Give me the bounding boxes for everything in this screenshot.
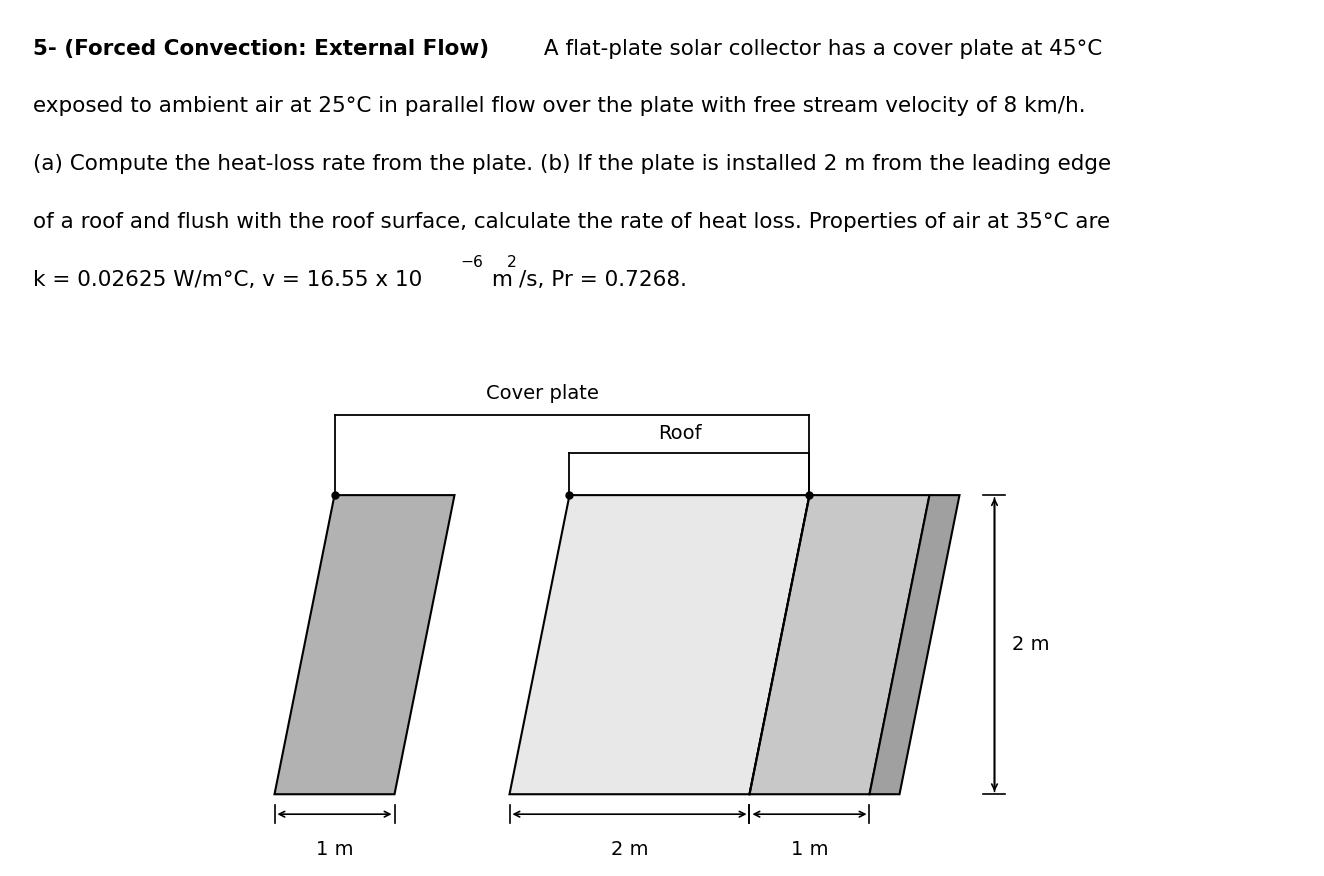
Text: 2: 2 — [507, 256, 516, 271]
Text: (a) Compute the heat-loss rate from the plate. (b) If the plate is installed 2 m: (a) Compute the heat-loss rate from the … — [33, 154, 1111, 174]
Text: k = 0.02625 W/m°C, v = 16.55 x 10: k = 0.02625 W/m°C, v = 16.55 x 10 — [33, 270, 422, 290]
Text: 1 m: 1 m — [790, 840, 829, 859]
Text: exposed to ambient air at 25°C in parallel flow over the plate with free stream : exposed to ambient air at 25°C in parall… — [33, 96, 1086, 117]
Polygon shape — [749, 495, 929, 795]
Text: 1 m: 1 m — [315, 840, 354, 859]
Text: Cover plate: Cover plate — [486, 385, 598, 403]
Text: 2 m: 2 m — [610, 840, 649, 859]
Text: A flat-plate solar collector has a cover plate at 45°C: A flat-plate solar collector has a cover… — [536, 39, 1102, 59]
Text: /s, Pr = 0.7268.: /s, Pr = 0.7268. — [519, 270, 687, 290]
Text: Roof: Roof — [658, 424, 702, 443]
Polygon shape — [510, 495, 809, 795]
Text: m: m — [485, 270, 514, 290]
Polygon shape — [274, 495, 454, 795]
Text: 5- (Forced Convection: External Flow): 5- (Forced Convection: External Flow) — [33, 39, 490, 59]
Text: −6: −6 — [461, 256, 483, 271]
Text: 2 m: 2 m — [1013, 635, 1050, 654]
Text: of a roof and flush with the roof surface, calculate the rate of heat loss. Prop: of a roof and flush with the roof surfac… — [33, 212, 1111, 232]
Polygon shape — [870, 495, 960, 795]
